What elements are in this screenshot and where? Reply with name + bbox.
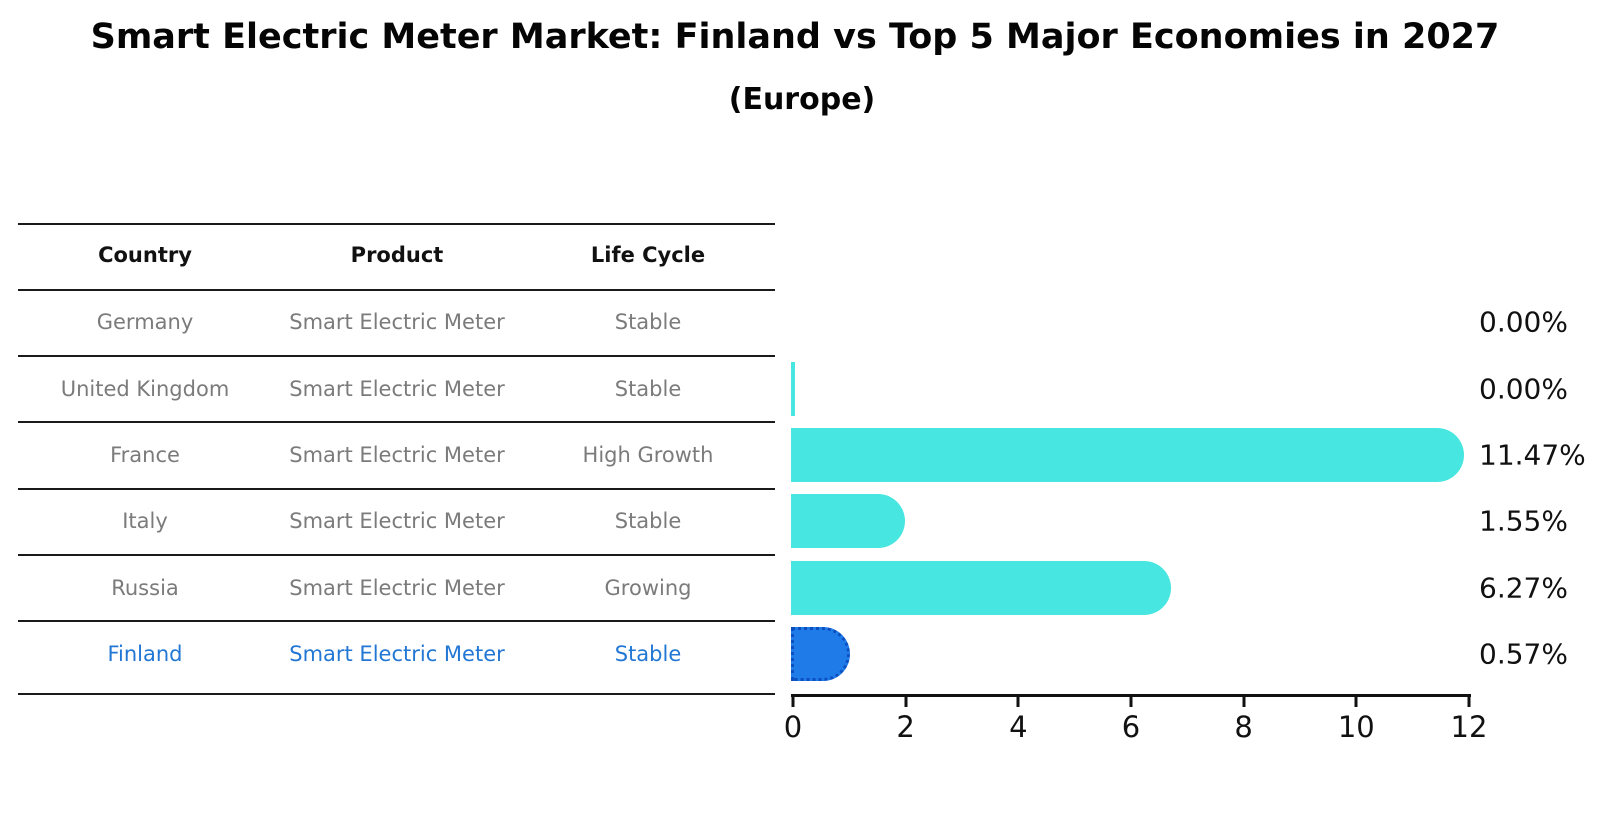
row-separator-line (18, 355, 775, 357)
x-tick-label-2: 2 (896, 710, 915, 744)
header-cell-country: Country (98, 243, 192, 267)
x-tick-mark-0 (791, 696, 795, 707)
x-axis (791, 694, 1471, 697)
bar-italy (791, 494, 905, 548)
cell-country-finland: Finland (107, 642, 183, 666)
chart-subtitle: (Europe) (728, 82, 876, 117)
x-tick-label-8: 8 (1234, 710, 1253, 744)
value-label-finland: 0.57% (1479, 637, 1568, 671)
cell-product-finland: Smart Electric Meter (289, 642, 505, 666)
cell-product-germany: Smart Electric Meter (289, 310, 505, 334)
x-tick-label-0: 0 (783, 710, 803, 744)
row-separator-line (18, 693, 775, 695)
x-tick-label-12: 12 (1450, 710, 1488, 744)
header-cell-product: Product (350, 243, 444, 267)
x-tick-mark-6 (1129, 696, 1133, 707)
value-label-russia: 6.27% (1479, 571, 1568, 605)
row-separator-line (18, 620, 775, 622)
cell-product-france: Smart Electric Meter (289, 443, 505, 467)
bar-france (791, 428, 1464, 482)
x-tick-mark-2 (904, 696, 908, 707)
chart-title: Smart Electric Meter Market: Finland vs … (90, 17, 1500, 57)
cell-product-italy: Smart Electric Meter (289, 509, 505, 533)
bar-finland (791, 627, 850, 681)
value-label-france: 11.47% (1479, 438, 1586, 472)
x-tick-mark-4 (1016, 696, 1020, 707)
cell-product-united-kingdom: Smart Electric Meter (289, 377, 505, 401)
value-label-germany: 0.00% (1479, 305, 1568, 339)
header-cell-life-cycle: Life Cycle (590, 243, 706, 267)
value-label-italy: 1.55% (1479, 504, 1568, 538)
cell-country-italy: Italy (122, 509, 168, 533)
cell-country-france: France (110, 443, 180, 467)
x-tick-mark-8 (1242, 696, 1246, 707)
x-tick-label-10: 10 (1337, 710, 1375, 744)
cell-life-cycle-finland: Stable (614, 642, 682, 666)
row-separator-line (18, 223, 775, 225)
cell-product-russia: Smart Electric Meter (289, 576, 505, 600)
cell-country-united-kingdom: United Kingdom (60, 377, 230, 401)
row-separator-line (18, 488, 775, 490)
row-separator-line (18, 289, 775, 291)
cell-life-cycle-italy: Stable (614, 509, 682, 533)
row-separator-line (18, 421, 775, 423)
cell-country-russia: Russia (111, 576, 179, 600)
bar-russia (791, 561, 1171, 615)
cell-country-germany: Germany (96, 310, 194, 334)
x-tick-label-6: 6 (1121, 710, 1141, 744)
x-tick-mark-12 (1467, 696, 1471, 707)
x-tick-mark-10 (1354, 696, 1358, 707)
row-separator-line (18, 554, 775, 556)
cell-life-cycle-france: High Growth (582, 443, 714, 467)
bar-united-kingdom (791, 362, 795, 416)
x-tick-label-4: 4 (1009, 710, 1028, 744)
cell-life-cycle-russia: Growing (604, 576, 692, 600)
cell-life-cycle-germany: Stable (614, 310, 682, 334)
cell-life-cycle-united-kingdom: Stable (614, 377, 682, 401)
value-label-united-kingdom: 0.00% (1479, 372, 1568, 406)
